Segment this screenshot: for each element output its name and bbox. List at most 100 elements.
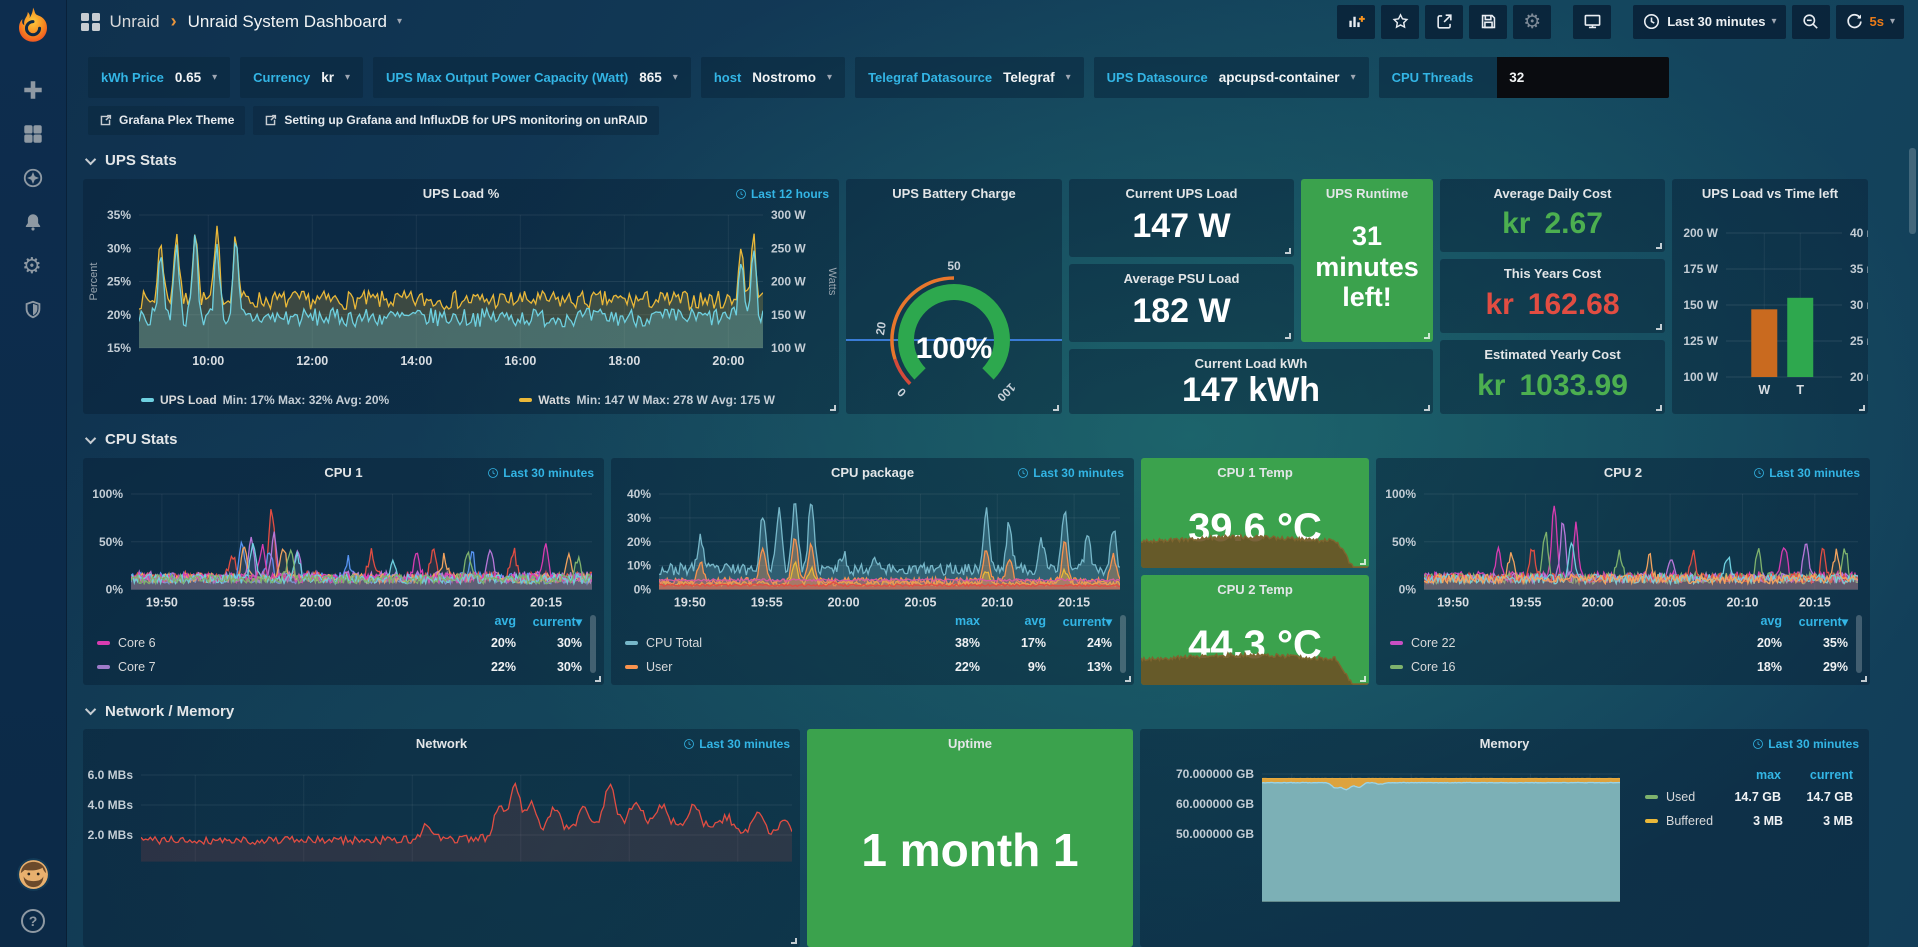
share-dashboard-button[interactable] (1425, 4, 1464, 39)
page-scrollbar[interactable] (1909, 148, 1916, 234)
panel-title[interactable]: Network (415, 736, 468, 752)
section-ups-stats[interactable]: UPS Stats (84, 152, 1918, 170)
panel-cpu-package[interactable]: CPU package Last 30 minutes 40% 30% 20% 10%… (611, 457, 1134, 686)
dashboards-icon[interactable] (22, 123, 44, 145)
cpu-threads-input[interactable] (1497, 56, 1670, 98)
legend-col-header[interactable]: avg (494, 614, 516, 629)
panel-ups-load[interactable]: UPS Load % Last 12 hours 35% 300 W 30% 250 … (83, 178, 839, 414)
server-admin-shield-icon[interactable] (22, 299, 44, 321)
dashboard-settings-button[interactable]: ⚙ (1513, 4, 1552, 39)
section-cpu-stats[interactable]: CPU Stats (84, 431, 1918, 449)
panel-resize-handle[interactable] (830, 404, 836, 411)
legend-row[interactable]: Core 22 20% 35% (1390, 631, 1848, 655)
breadcrumb-app[interactable]: Unraid (109, 11, 160, 31)
variable-ups-datasource[interactable]: UPS Datasource apcupsd-container ▾ (1093, 56, 1369, 98)
panel-current-load-kwh[interactable]: Current Load kWh 147 kWh (1069, 348, 1433, 414)
svg-text:19:50: 19:50 (1437, 595, 1469, 609)
star-dashboard-button[interactable] (1381, 4, 1420, 39)
variable-telegraf-datasource[interactable]: Telegraf Datasource Telegraf ▾ (855, 56, 1084, 98)
panel-ups-load-vs-time-left[interactable]: UPS Load vs Time left 200 W 40 min 175 W 35… (1672, 178, 1868, 414)
legend-row[interactable]: Core 6 20% 30% (97, 631, 582, 655)
panel-resize-handle[interactable] (1424, 332, 1430, 339)
panel-current-ups-load[interactable]: Current UPS Load 147 W (1069, 178, 1294, 257)
time-range-picker[interactable]: Last 30 minutes ▾ (1633, 4, 1786, 39)
tv-cycle-view-button[interactable] (1573, 4, 1612, 39)
panel-average-psu-load[interactable]: Average PSU Load 182 W (1069, 263, 1294, 342)
panel-cpu1-temp[interactable]: CPU 1 Temp 39.6 °C (1141, 457, 1369, 569)
breadcrumb-page-title[interactable]: Unraid System Dashboard (187, 11, 387, 31)
panel-resize-handle[interactable] (1360, 676, 1366, 683)
panel-resize-handle[interactable] (1656, 404, 1662, 411)
link-ups-monitoring-guide[interactable]: Setting up Grafana and InfluxDB for UPS … (253, 105, 659, 135)
panel-resize-handle[interactable] (1053, 404, 1059, 411)
panel-cpu2[interactable]: CPU 2 Last 30 minutes 100% 50% 0% 19:50 19:5… (1376, 457, 1870, 686)
variable-ups-max-output[interactable]: UPS Max Output Power Capacity (Watt) 865 ▾ (373, 56, 691, 98)
legend-item[interactable]: Watts Min: 147 W Max: 278 W Avg: 175 W (519, 393, 775, 407)
panel-resize-handle[interactable] (1859, 404, 1865, 411)
legend-col-header[interactable]: avg (1760, 614, 1782, 629)
panel-resize-handle[interactable] (1125, 676, 1131, 683)
variable-currency[interactable]: Currency kr ▾ (240, 56, 364, 98)
legend-row[interactable]: CPU Total 38% 17% 24% (625, 631, 1112, 655)
legend-col-header[interactable]: max (1755, 768, 1781, 783)
panel-resize-handle[interactable] (1656, 243, 1662, 250)
panel-memory[interactable]: Memory Last 30 minutes 70.000000 GB 60.00… (1140, 729, 1869, 947)
svg-text:6.0 MBs: 6.0 MBs (88, 768, 134, 782)
help-icon[interactable]: ? (21, 909, 45, 933)
explore-compass-icon[interactable] (22, 167, 44, 189)
panel-title[interactable]: CPU 1 (324, 464, 363, 480)
panel-resize-handle[interactable] (1656, 323, 1662, 330)
panel-resize-handle[interactable] (1360, 559, 1366, 566)
panel-title[interactable]: UPS Battery Charge (892, 185, 1016, 201)
panel-uptime[interactable]: Uptime 1 month 1 (807, 729, 1133, 947)
panel-title[interactable]: CPU 2 (1603, 464, 1643, 480)
dashboard-dropdown-caret-icon[interactable]: ▾ (396, 16, 402, 28)
configuration-gear-icon[interactable]: ⚙ (22, 253, 42, 278)
panel-resize-handle[interactable] (1285, 247, 1291, 254)
grafana-logo[interactable] (12, 5, 54, 47)
panel-cpu2-temp[interactable]: CPU 2 Temp 44.3 °C (1141, 575, 1369, 686)
panel-ups-battery-charge[interactable]: UPS Battery Charge 0 20 50 100 100% (846, 178, 1062, 414)
legend-col-header[interactable]: current▾ (532, 614, 582, 629)
panel-resize-handle[interactable] (1861, 676, 1867, 683)
refresh-button[interactable]: 5s ▾ (1835, 4, 1904, 39)
panel-average-daily-cost[interactable]: Average Daily Cost kr 2.67 (1440, 178, 1665, 253)
alerting-bell-icon[interactable] (22, 211, 44, 233)
panel-estimated-yearly-cost[interactable]: Estimated Yearly Cost kr 1033.99 (1440, 339, 1665, 414)
legend-col-header[interactable]: current (1809, 768, 1853, 783)
legend-row[interactable]: Core 7 22% 30% (97, 655, 582, 679)
panel-resize-handle[interactable] (791, 937, 797, 944)
variable-kwh-price[interactable]: kWh Price 0.65 ▾ (88, 56, 231, 98)
legend-col-header[interactable]: max (954, 614, 980, 629)
legend-row[interactable]: Buffered 3 MB 3 MB (1645, 809, 1853, 833)
legend-row[interactable]: Core 16 18% 29% (1390, 655, 1848, 679)
legend-col-header[interactable]: current▾ (1062, 614, 1112, 629)
link-grafana-plex-theme[interactable]: Grafana Plex Theme (88, 105, 246, 135)
section-network-memory[interactable]: Network / Memory (84, 702, 1918, 720)
add-panel-button[interactable] (1337, 4, 1376, 39)
save-dashboard-button[interactable] (1469, 4, 1508, 39)
panel-title[interactable]: Memory (1479, 736, 1530, 752)
legend-row[interactable]: User 22% 9% 13% (625, 655, 1112, 679)
variable-host[interactable]: host Nostromo ▾ (700, 56, 846, 98)
panel-resize-handle[interactable] (1424, 404, 1430, 411)
panel-ups-runtime[interactable]: UPS Runtime 31 minutes left! (1301, 178, 1433, 342)
zoom-out-time-button[interactable] (1791, 4, 1830, 39)
panel-title[interactable]: CPU package (830, 464, 915, 480)
panel-network[interactable]: Network Last 30 minutes 6.0 MBs 4.0 MBs 2.… (83, 729, 800, 947)
panel-this-years-cost[interactable]: This Years Cost kr 162.68 (1440, 259, 1665, 333)
legend-col-header[interactable]: current▾ (1798, 614, 1848, 629)
legend-item[interactable]: UPS Load Min: 17% Max: 32% Avg: 20% (141, 393, 389, 407)
create-plus-icon[interactable] (22, 79, 44, 101)
panel-cpu1[interactable]: CPU 1 Last 30 minutes 100% 50% 0% 19:50 19:5… (83, 457, 604, 686)
panel-resize-handle[interactable] (1285, 332, 1291, 339)
legend-scrollbar[interactable] (1120, 615, 1126, 674)
legend-col-header[interactable]: avg (1024, 614, 1046, 629)
user-avatar[interactable] (16, 858, 50, 891)
legend-row[interactable]: Used 14.7 GB 14.7 GB (1645, 785, 1853, 809)
dashboard-grid-icon[interactable] (81, 12, 100, 31)
legend-scrollbar[interactable] (590, 615, 596, 674)
panel-title[interactable]: UPS Load % (422, 185, 500, 201)
panel-resize-handle[interactable] (595, 676, 601, 683)
legend-scrollbar[interactable] (1856, 615, 1862, 674)
